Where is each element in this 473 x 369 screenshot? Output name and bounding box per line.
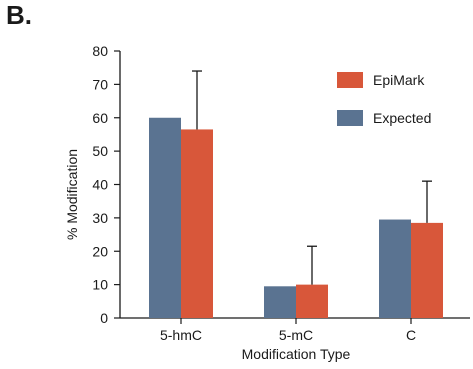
y-axis-label: % Modification: [64, 149, 80, 240]
bar-expected-5-mc: [264, 286, 296, 318]
bar-epimark-c: [411, 222, 443, 318]
chart-bars: [149, 70, 443, 318]
x-axis-label: Modification Type: [242, 346, 351, 362]
chart-legend: EpiMark Expected: [337, 72, 431, 126]
bar-expected-5-hmc: [149, 117, 181, 318]
bar-expected-c: [379, 219, 411, 318]
x-tick-label: 5-mC: [279, 327, 313, 343]
y-tick-label: 60: [92, 110, 108, 126]
legend-swatch-expected: [337, 110, 363, 126]
y-tick-label: 20: [92, 243, 108, 259]
y-tick-label: 30: [92, 210, 108, 226]
y-tick-label: 10: [92, 277, 108, 293]
panel-label: B.: [6, 0, 32, 30]
bar-epimark-5-mc: [296, 284, 328, 318]
y-tick-label: 80: [92, 43, 108, 59]
y-tick-label: 40: [92, 177, 108, 193]
bar-epimark-5-hmc: [181, 129, 213, 318]
y-tick-label: 70: [92, 76, 108, 92]
y-tick-label: 0: [100, 310, 108, 326]
x-tick-label: C: [406, 327, 416, 343]
x-tick-label: 5-hmC: [160, 327, 202, 343]
legend-label-epimark: EpiMark: [373, 72, 425, 88]
legend-label-expected: Expected: [373, 110, 431, 126]
y-tick-label: 50: [92, 143, 108, 159]
legend-swatch-epimark: [337, 72, 363, 88]
